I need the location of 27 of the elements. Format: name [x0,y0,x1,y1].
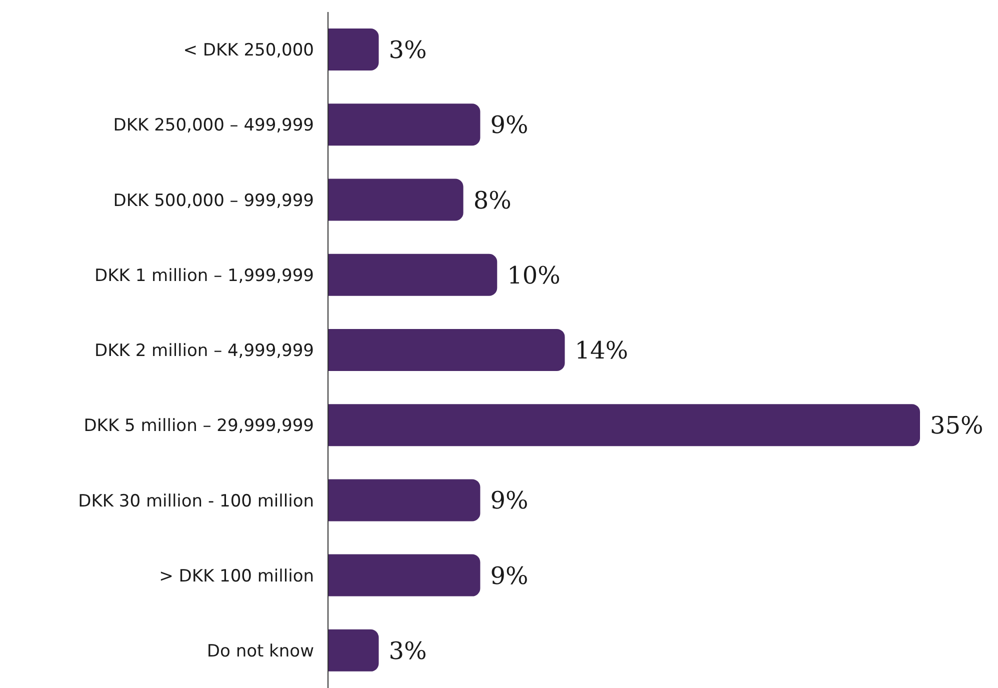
y-tick-label: DKK 30 million - 100 million [78,491,314,512]
y-tick-label: DKK 250,000 – 499,999 [113,116,314,136]
data-label: 8% [473,186,512,214]
y-tick-label: DKK 5 million – 29,999,999 [84,416,314,436]
bar [328,554,480,596]
y-tick-label: > DKK 100 million [159,566,314,586]
data-label: 14% [574,336,628,364]
bar [328,254,498,296]
bar [328,404,920,446]
bar [328,479,480,522]
y-tick-label: < DKK 250,000 [183,40,314,61]
bar [328,328,565,371]
bar [328,629,379,672]
y-tick-label: Do not know [206,641,314,662]
data-label: 35% [930,412,984,440]
y-tick-label: DKK 500,000 – 999,999 [113,190,314,211]
y-tick-label: DKK 1 million – 1,999,999 [94,266,314,286]
y-tick-label: DKK 2 million – 4,999,999 [94,341,314,362]
data-label: 9% [490,111,528,140]
bar [328,178,464,221]
bar [328,28,379,71]
data-label: 9% [490,562,528,590]
data-label: 3% [388,36,427,64]
data-label: 3% [388,636,427,665]
data-label: 9% [490,486,528,515]
data-label: 10% [507,261,560,290]
bar [328,104,480,146]
